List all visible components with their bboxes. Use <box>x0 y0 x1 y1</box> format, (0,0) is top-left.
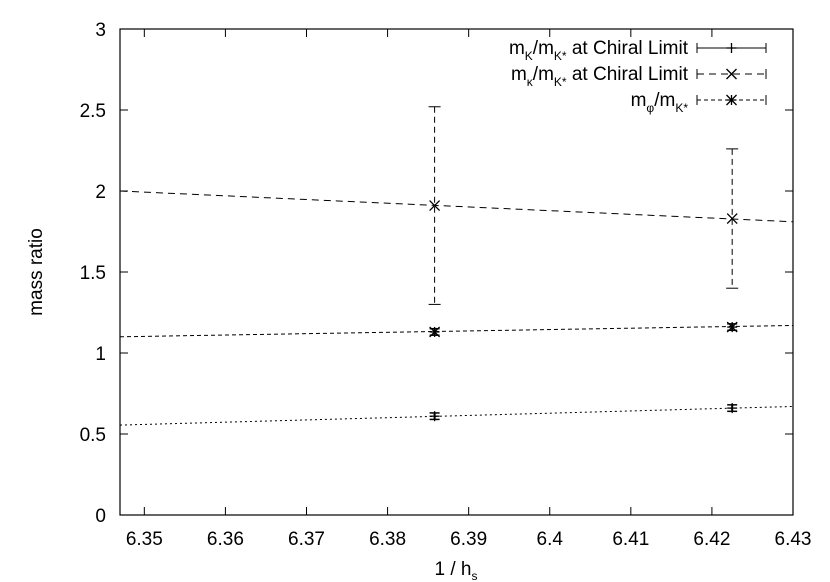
legend-marker-series-3-d2 <box>726 94 737 106</box>
y-axis-title: mass ratio <box>26 228 47 316</box>
x-axis-title: 1 / hs <box>435 559 478 582</box>
legend-text-part: at Chiral Limit <box>567 64 689 85</box>
fit-line-series-1 <box>119 405 794 426</box>
x-tick-label: 6.42 <box>693 529 730 550</box>
plot-frame <box>119 28 794 516</box>
y-axis-ticks: 0 0.5 1 1.5 2 2.5 3 <box>80 20 793 527</box>
legend-text-part: K* <box>554 49 567 63</box>
x-tick-label: 6.39 <box>450 529 487 550</box>
fit-line-series-2 <box>119 190 794 223</box>
legend-text-part: / <box>533 38 539 59</box>
legend-label-series-3: mφ/mK* <box>631 90 689 115</box>
x-axis-ticks: 6.35 6.36 6.37 6.38 6.39 6.4 6.41 6.42 6.43 <box>126 29 812 550</box>
x-axis-title-main: 1 / h <box>435 559 472 580</box>
legend-text-part: / <box>533 64 539 85</box>
y-tick-label: 0 <box>95 506 106 527</box>
x-axis-title-sub: s <box>471 569 477 582</box>
legend-text-part: m <box>538 38 554 59</box>
y-tick-label: 2.5 <box>80 101 106 122</box>
data-point-series-3-d2 <box>726 321 738 333</box>
legend-label-series-1: mK/mK* at Chiral Limit <box>509 38 689 63</box>
legend-text-part: m <box>509 38 525 59</box>
y-tick-label: 3 <box>95 20 106 41</box>
x-tick-label: 6.35 <box>126 529 163 550</box>
legend-text-part: m <box>538 64 554 85</box>
legend-text-part: m <box>631 90 647 111</box>
y-tick-label: 0.5 <box>80 425 106 446</box>
y-tick-label: 1.5 <box>80 263 106 284</box>
x-tick-label: 6.41 <box>612 529 649 550</box>
x-tick-label: 6.4 <box>537 529 564 550</box>
legend-text-part: m <box>511 64 527 85</box>
legend-text-part: K <box>525 49 533 63</box>
x-tick-label: 6.37 <box>288 529 325 550</box>
x-tick-label: 6.38 <box>369 529 406 550</box>
legend-text-part: m <box>659 90 675 111</box>
y-tick-label: 2 <box>95 182 106 203</box>
fit-lines <box>119 190 794 426</box>
legend-text-part: K* <box>554 75 567 89</box>
data-point-series-2-d2 <box>726 213 738 224</box>
legend-text-part: K* <box>675 101 688 115</box>
legend-text-part: φ <box>646 101 654 115</box>
data-point-series-3-d2 <box>429 326 441 338</box>
data-point-series-2-d2 <box>429 200 441 212</box>
fit-line-series-3 <box>119 324 794 338</box>
y-tick-label: 1 <box>95 344 106 365</box>
legend-marker-series-2-d2 <box>726 68 737 80</box>
x-tick-label: 6.36 <box>207 529 244 550</box>
legend-text-part: κ <box>527 75 534 89</box>
error-bars <box>428 106 739 421</box>
legend-text-part: / <box>654 90 660 111</box>
x-tick-label: 6.43 <box>775 529 812 550</box>
legend-label-series-2: mκ/mK* at Chiral Limit <box>511 64 689 89</box>
legend-text-part: at Chiral Limit <box>567 38 689 59</box>
markers <box>429 200 738 422</box>
